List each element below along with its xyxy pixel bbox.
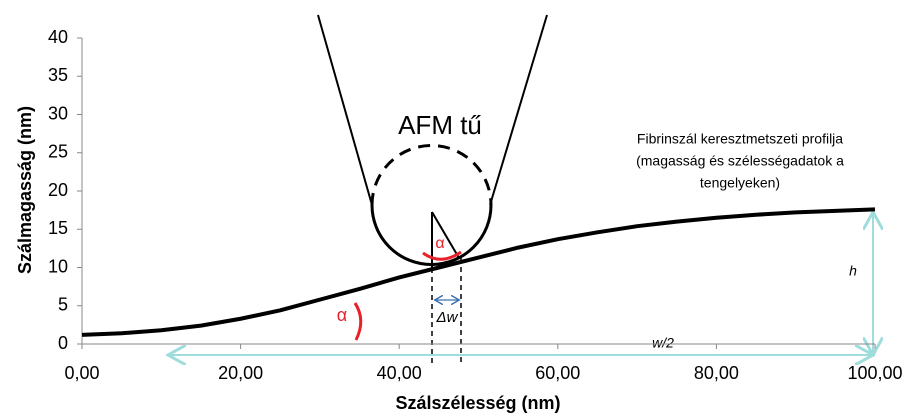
- y-axis-title: Szálmagasság (nm): [15, 106, 35, 274]
- annotation: α: [337, 305, 347, 325]
- annotation: h: [849, 263, 857, 279]
- line: [82, 209, 875, 334]
- angle-arc: [355, 303, 361, 340]
- annotation: Fibrinszál keresztmetszeti profilja: [637, 131, 843, 147]
- y-tick-label: 40: [48, 27, 68, 47]
- y-tick-label: 20: [48, 180, 68, 200]
- x-tick-label: 0,00: [64, 363, 99, 383]
- x-tick-label: 100,00: [847, 363, 902, 383]
- y-tick-label: 0: [58, 333, 68, 353]
- annotation: α: [435, 235, 444, 252]
- x-tick-label: 40,00: [377, 363, 422, 383]
- y-tick-label: 15: [48, 218, 68, 238]
- annotation: w/2: [652, 335, 674, 351]
- afm-tip: [318, 15, 547, 366]
- y-tick-label: 10: [48, 256, 68, 276]
- y-tick-label: 35: [48, 65, 68, 85]
- x-tick-label: 80,00: [694, 363, 739, 383]
- y-tick-label: 5: [58, 295, 68, 315]
- x-tick-label: 60,00: [535, 363, 580, 383]
- annotation: tengelyeken): [700, 175, 780, 191]
- x-axis-title: Szálszélesség (nm): [395, 393, 560, 413]
- chart: Szálmagasság (nm) Szálszélesség (nm) AFM…: [0, 0, 909, 414]
- annotation: (magasság és szélességadatok a: [636, 153, 844, 169]
- annotation: AFM tű: [398, 110, 482, 140]
- x-tick-label: 20,00: [218, 363, 263, 383]
- y-tick-label: 25: [48, 142, 68, 162]
- annotation: Δw: [436, 309, 459, 326]
- y-tick-label: 30: [48, 103, 68, 123]
